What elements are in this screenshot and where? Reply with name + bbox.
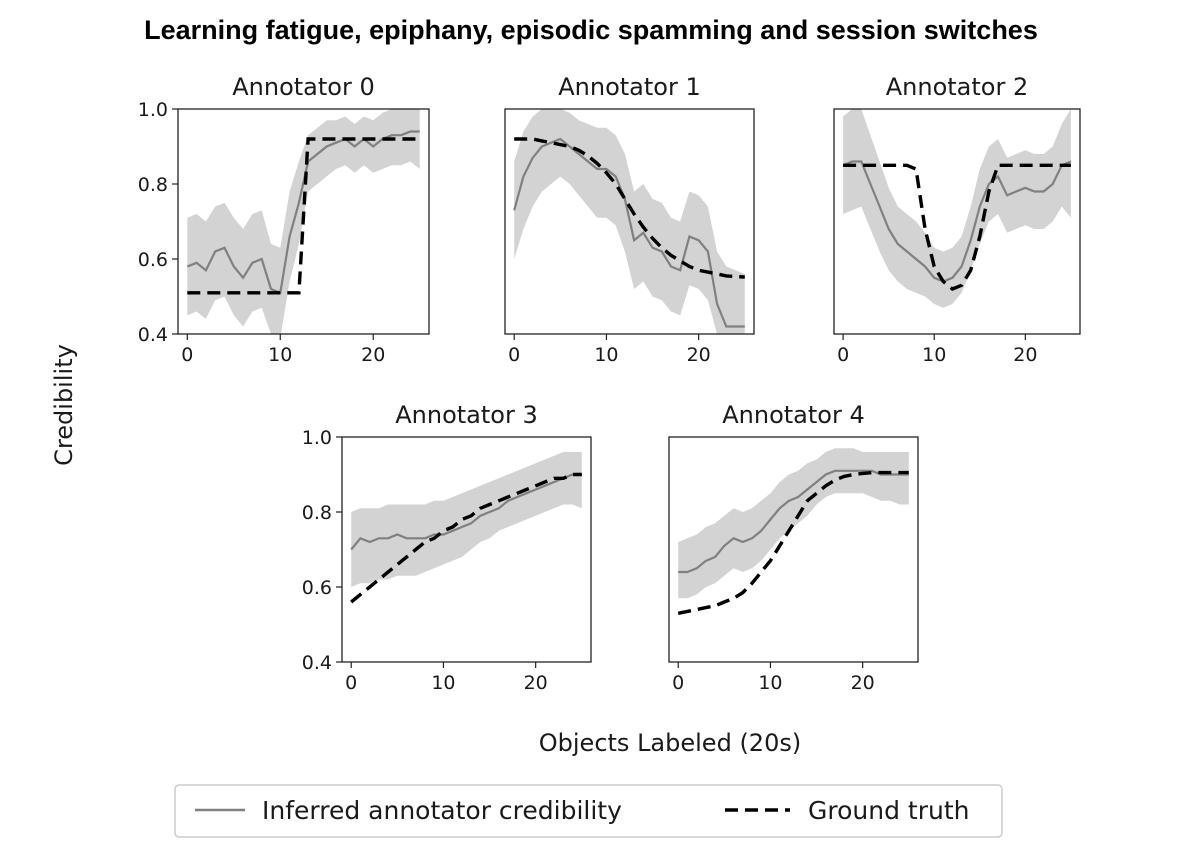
- ground-truth-line: [677, 470, 909, 615]
- x-tick-label: 10: [431, 672, 455, 694]
- y-tick-label: 0.8: [138, 174, 168, 196]
- panel-frame: [504, 108, 755, 335]
- ground-truth-line: [187, 137, 420, 295]
- panels: Annotator 0 0 10 20 0.4 0.6 0.8 1.0 Annotator 1 0…: [138, 73, 1081, 694]
- legend: Inferred annotator credibility Ground tr…: [174, 784, 1003, 838]
- x-tick-label: 20: [524, 672, 548, 694]
- x-tick-label: 20: [687, 344, 711, 366]
- x-axis-label: Objects Labeled (20s): [539, 729, 801, 757]
- x-tick-label: 10: [922, 344, 946, 366]
- ground-truth-line: [843, 163, 1071, 291]
- y-tick-label: 0.4: [138, 324, 168, 346]
- panel-1: Annotator 1 0 10 20: [504, 73, 755, 366]
- inferred-credibility-line: [513, 137, 745, 328]
- x-tick-label: 10: [758, 672, 782, 694]
- panel-4: Annotator 4 0 10 20: [668, 401, 919, 694]
- x-tick-label: 20: [1013, 344, 1037, 366]
- x-tick-label: 0: [345, 672, 357, 694]
- x-tick-label: 10: [268, 344, 292, 366]
- y-tick-label: 0.4: [302, 652, 332, 674]
- inferred-credibility-line: [842, 160, 1072, 283]
- panel-3: Annotator 3 0 10 20 0.4 0.6 0.8 1.0: [302, 401, 592, 694]
- x-tick-label: 0: [508, 344, 520, 366]
- x-tick-label: 20: [361, 344, 385, 366]
- inferred-credibility-line: [186, 130, 420, 295]
- x-tick-label: 0: [837, 344, 849, 366]
- panel-title: Annotator 0: [232, 73, 375, 101]
- y-tick-label: 1.0: [302, 427, 332, 449]
- figure-title: Learning fatigue, epiphany, episodic spa…: [144, 15, 1038, 45]
- panel-title: Annotator 2: [886, 73, 1029, 101]
- y-tick-label: 0.6: [138, 249, 168, 271]
- x-tick-label: 0: [181, 344, 193, 366]
- panel-title: Annotator 3: [395, 401, 538, 429]
- y-tick-label: 0.8: [302, 502, 332, 524]
- panel-frame: [341, 436, 592, 663]
- ground-truth-line: [350, 472, 582, 604]
- inferred-credibility-line: [678, 469, 909, 574]
- legend-frame: [174, 784, 1003, 838]
- legend-inferred-label: Inferred annotator credibility: [262, 796, 622, 825]
- y-tick-label: 1.0: [138, 99, 168, 121]
- credibility-band: [187, 109, 420, 334]
- x-tick-label: 0: [672, 672, 684, 694]
- panel-2: Annotator 2 0 10 20: [833, 73, 1081, 366]
- credibility-band: [843, 109, 1071, 308]
- y-tick-label: 0.6: [302, 577, 332, 599]
- x-tick-label: 20: [851, 672, 875, 694]
- panel-frame: [177, 108, 430, 335]
- panel-title: Annotator 1: [558, 73, 701, 101]
- credibility-band: [678, 448, 909, 599]
- panel-frame: [668, 436, 919, 663]
- inferred-credibility-line: [350, 473, 582, 551]
- panel-0: Annotator 0 0 10 20 0.4 0.6 0.8 1.0: [138, 73, 430, 366]
- legend-ground-truth-label: Ground truth: [808, 796, 969, 825]
- panel-frame: [833, 108, 1081, 335]
- ground-truth-line: [514, 137, 745, 279]
- y-axis-label: Credibility: [50, 344, 78, 466]
- credibility-band: [351, 452, 582, 587]
- x-tick-label: 10: [594, 344, 618, 366]
- panel-title: Annotator 4: [722, 401, 865, 429]
